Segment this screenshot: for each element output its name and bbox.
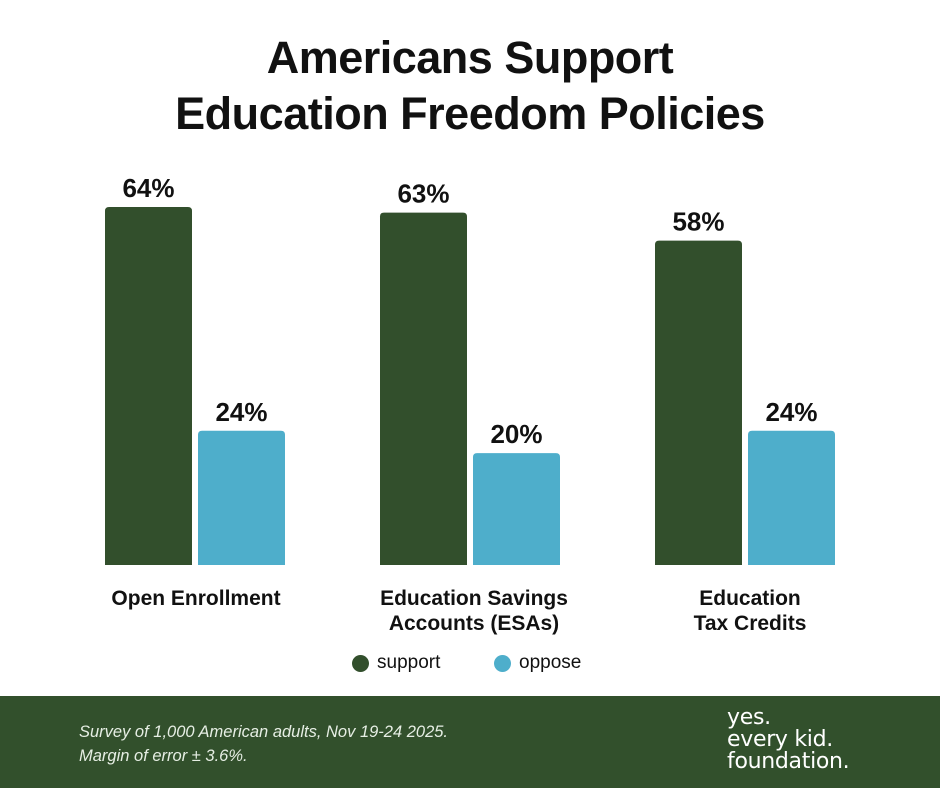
oppose-swatch-icon	[494, 654, 511, 672]
bar-chart: 64% 24% 63% 20% 58% 24%	[105, 173, 835, 565]
value-label-support-2: 58%	[672, 207, 724, 237]
category-label-esas: Education Savings Accounts (ESAs)	[344, 586, 604, 636]
value-label-support-0: 64%	[122, 173, 174, 203]
chart-title: Americans Support Education Freedom Poli…	[0, 30, 940, 142]
bar-support-0	[105, 207, 192, 565]
logo-line-1: yes.	[727, 705, 771, 730]
chart-title-line-1: Americans Support	[266, 32, 674, 83]
legend: support oppose	[0, 652, 940, 676]
bar-oppose-0	[198, 430, 285, 565]
survey-note-line-1: Survey of 1,000 American adults, Nov 19-…	[79, 723, 449, 741]
value-label-oppose-0: 24%	[215, 397, 267, 427]
logo-line-3: foundation.	[727, 749, 850, 774]
support-swatch-icon	[352, 654, 369, 672]
foundation-logo: yes. every kid. foundation.	[727, 705, 850, 774]
chart-title-line-2: Education Freedom Policies	[175, 88, 765, 139]
legend-label-oppose: oppose	[519, 652, 582, 673]
value-label-support-1: 63%	[397, 179, 449, 209]
legend-item-oppose: oppose	[494, 652, 581, 674]
category-label-line: Education	[699, 587, 801, 610]
bar-oppose-1	[473, 453, 560, 565]
category-label-line: Accounts (ESAs)	[388, 612, 560, 635]
bar-oppose-2	[748, 430, 835, 565]
category-label-line: Education Savings	[380, 587, 568, 610]
category-label-line: Tax Credits	[693, 612, 807, 635]
category-label-tax-credits: Education Tax Credits	[620, 586, 880, 636]
survey-note-line-2: Margin of error ± 3.6%.	[79, 747, 248, 765]
legend-item-support: support	[352, 652, 440, 674]
value-label-oppose-1: 20%	[490, 419, 542, 449]
survey-note: Survey of 1,000 American adults, Nov 19-…	[79, 720, 448, 768]
category-label-line: Open Enrollment	[111, 587, 281, 610]
bar-support-1	[380, 212, 467, 565]
category-label-open-enrollment: Open Enrollment	[66, 586, 326, 611]
logo-line-2: every kid.	[727, 727, 833, 752]
legend-label-support: support	[377, 652, 441, 673]
bar-support-2	[655, 240, 742, 565]
footer-bar: Survey of 1,000 American adults, Nov 19-…	[0, 696, 940, 788]
value-label-oppose-2: 24%	[765, 397, 817, 427]
